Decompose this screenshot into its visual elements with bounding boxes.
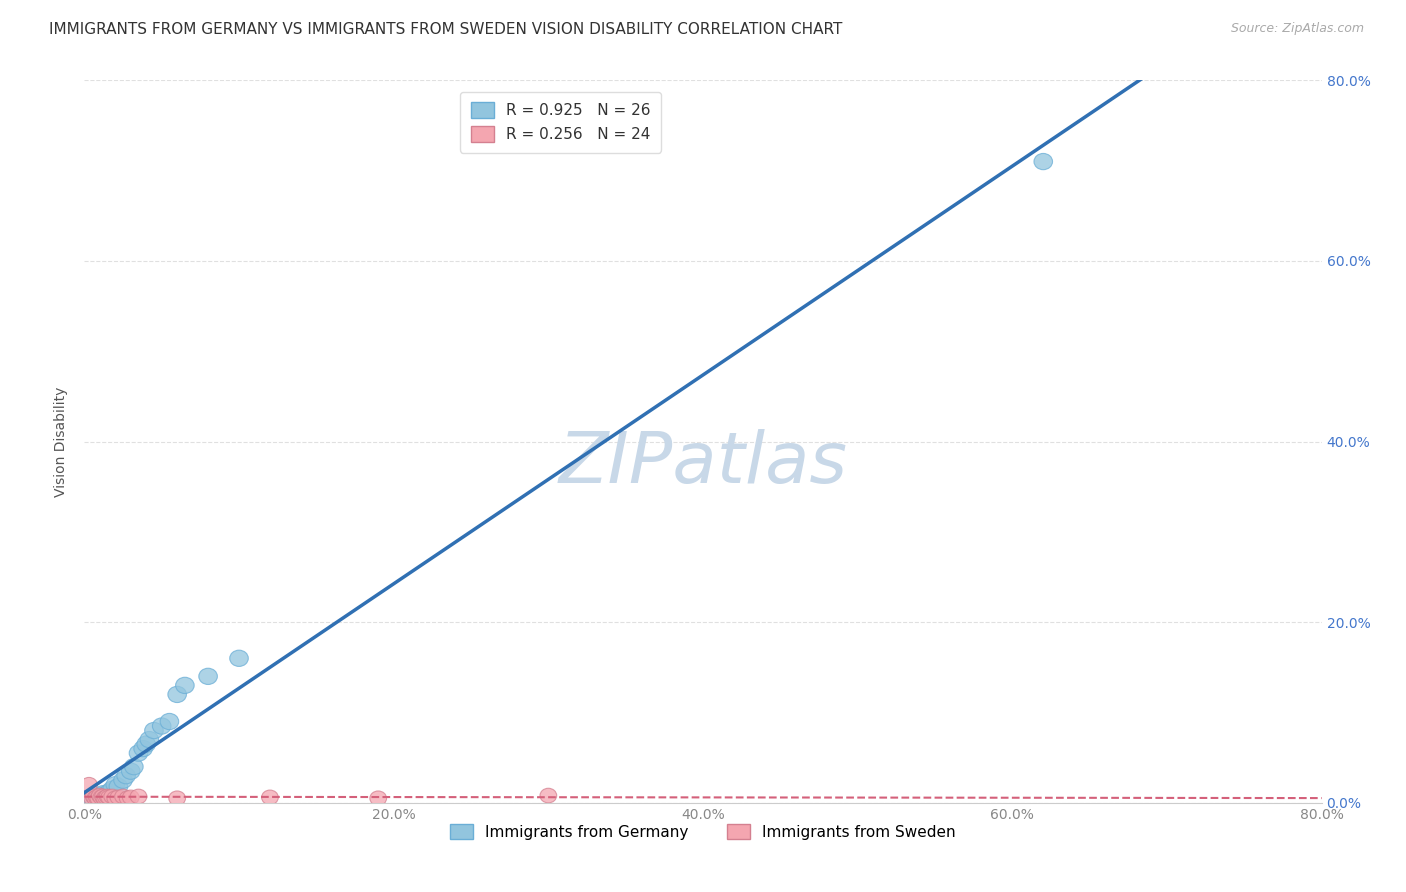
Ellipse shape <box>262 790 278 805</box>
Ellipse shape <box>125 758 143 775</box>
Ellipse shape <box>134 740 152 756</box>
Ellipse shape <box>87 791 104 805</box>
Ellipse shape <box>89 790 105 805</box>
Ellipse shape <box>198 668 218 684</box>
Ellipse shape <box>1033 153 1053 169</box>
Ellipse shape <box>101 790 118 805</box>
Ellipse shape <box>117 768 135 784</box>
Ellipse shape <box>114 772 132 789</box>
Ellipse shape <box>80 778 97 792</box>
Ellipse shape <box>100 789 115 804</box>
Ellipse shape <box>104 789 121 804</box>
Ellipse shape <box>115 789 131 804</box>
Ellipse shape <box>90 788 110 804</box>
Ellipse shape <box>110 790 127 805</box>
Ellipse shape <box>87 789 105 805</box>
Ellipse shape <box>94 786 112 802</box>
Text: Source: ZipAtlas.com: Source: ZipAtlas.com <box>1230 22 1364 36</box>
Ellipse shape <box>136 736 156 752</box>
Ellipse shape <box>131 789 146 804</box>
Ellipse shape <box>120 791 136 805</box>
Ellipse shape <box>110 779 128 795</box>
Ellipse shape <box>91 789 108 803</box>
Ellipse shape <box>169 791 186 805</box>
Ellipse shape <box>160 714 179 730</box>
Ellipse shape <box>229 650 249 666</box>
Ellipse shape <box>96 788 114 804</box>
Ellipse shape <box>122 790 139 805</box>
Ellipse shape <box>129 745 148 761</box>
Ellipse shape <box>98 786 117 802</box>
Ellipse shape <box>97 790 114 805</box>
Text: ZIPatlas: ZIPatlas <box>558 429 848 498</box>
Ellipse shape <box>540 789 557 803</box>
Text: IMMIGRANTS FROM GERMANY VS IMMIGRANTS FROM SWEDEN VISION DISABILITY CORRELATION : IMMIGRANTS FROM GERMANY VS IMMIGRANTS FR… <box>49 22 842 37</box>
Ellipse shape <box>107 791 124 805</box>
Ellipse shape <box>141 731 159 747</box>
Legend: Immigrants from Germany, Immigrants from Sweden: Immigrants from Germany, Immigrants from… <box>444 818 962 846</box>
Ellipse shape <box>370 791 387 805</box>
Ellipse shape <box>96 791 112 805</box>
Ellipse shape <box>83 790 101 806</box>
Ellipse shape <box>145 723 163 739</box>
Ellipse shape <box>94 789 111 804</box>
Ellipse shape <box>103 781 121 797</box>
Ellipse shape <box>90 791 107 805</box>
Ellipse shape <box>86 789 103 804</box>
Y-axis label: Vision Disability: Vision Disability <box>55 386 69 497</box>
Ellipse shape <box>167 686 187 703</box>
Ellipse shape <box>121 763 141 780</box>
Ellipse shape <box>100 784 118 800</box>
Ellipse shape <box>105 777 125 793</box>
Ellipse shape <box>152 718 172 734</box>
Ellipse shape <box>176 677 194 693</box>
Ellipse shape <box>93 790 110 805</box>
Ellipse shape <box>84 791 100 805</box>
